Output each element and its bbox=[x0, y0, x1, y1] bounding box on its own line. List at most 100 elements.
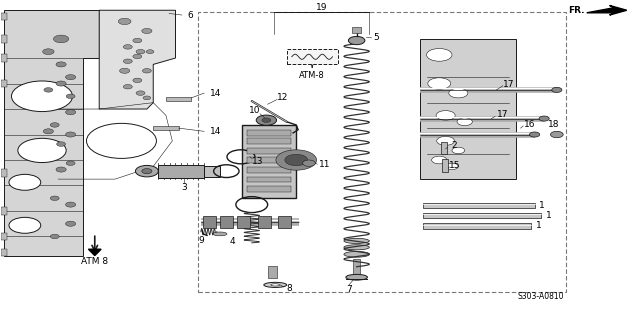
Circle shape bbox=[9, 217, 41, 233]
Circle shape bbox=[50, 234, 59, 239]
Circle shape bbox=[457, 118, 472, 125]
Ellipse shape bbox=[344, 252, 369, 257]
Bar bbox=[247, 138, 291, 144]
Circle shape bbox=[50, 123, 59, 127]
Bar bbox=[268, 266, 276, 278]
Circle shape bbox=[133, 54, 142, 59]
Circle shape bbox=[56, 167, 66, 172]
Bar bbox=[441, 141, 447, 154]
Circle shape bbox=[436, 111, 455, 120]
Text: 9: 9 bbox=[199, 236, 204, 245]
Circle shape bbox=[529, 132, 540, 137]
Circle shape bbox=[262, 118, 271, 123]
Text: ATM-8: ATM-8 bbox=[299, 71, 325, 80]
Circle shape bbox=[133, 78, 142, 83]
Bar bbox=[1, 249, 7, 256]
Bar bbox=[237, 216, 250, 228]
Circle shape bbox=[66, 202, 76, 207]
Text: 16: 16 bbox=[524, 120, 535, 129]
Text: 4: 4 bbox=[230, 237, 236, 246]
Ellipse shape bbox=[346, 274, 368, 280]
Bar bbox=[159, 165, 204, 178]
Circle shape bbox=[256, 115, 276, 125]
Circle shape bbox=[44, 88, 53, 92]
Circle shape bbox=[124, 84, 132, 89]
Text: 12: 12 bbox=[277, 93, 289, 102]
Bar bbox=[1, 233, 7, 240]
Circle shape bbox=[124, 45, 132, 49]
Text: 1: 1 bbox=[546, 211, 552, 220]
Bar bbox=[424, 203, 534, 208]
Ellipse shape bbox=[213, 232, 227, 236]
Circle shape bbox=[427, 49, 452, 61]
Ellipse shape bbox=[344, 238, 369, 244]
Ellipse shape bbox=[271, 284, 280, 286]
Circle shape bbox=[118, 18, 131, 25]
Circle shape bbox=[66, 110, 76, 115]
Text: 5: 5 bbox=[373, 33, 378, 42]
Polygon shape bbox=[587, 5, 627, 15]
Text: FR.: FR. bbox=[568, 6, 584, 15]
Circle shape bbox=[550, 131, 563, 138]
Bar bbox=[1, 207, 7, 215]
Circle shape bbox=[437, 136, 455, 145]
Circle shape bbox=[56, 62, 66, 67]
Bar bbox=[204, 166, 220, 177]
Circle shape bbox=[66, 75, 76, 80]
Circle shape bbox=[449, 88, 468, 98]
Text: 15: 15 bbox=[450, 161, 461, 170]
Circle shape bbox=[11, 81, 73, 112]
Circle shape bbox=[66, 221, 76, 226]
Circle shape bbox=[43, 129, 54, 134]
Bar bbox=[203, 216, 215, 228]
Text: S303-A0810: S303-A0810 bbox=[518, 292, 564, 301]
Text: 17: 17 bbox=[503, 80, 515, 89]
Bar bbox=[442, 159, 448, 172]
Text: 1: 1 bbox=[540, 201, 545, 210]
Bar bbox=[258, 216, 271, 228]
Text: 14: 14 bbox=[210, 127, 221, 136]
Text: 19: 19 bbox=[316, 3, 327, 12]
Circle shape bbox=[54, 35, 69, 43]
Circle shape bbox=[18, 138, 66, 163]
Circle shape bbox=[147, 50, 154, 53]
Bar bbox=[247, 167, 291, 173]
Circle shape bbox=[9, 174, 41, 190]
Circle shape bbox=[57, 142, 66, 146]
Bar bbox=[154, 126, 178, 130]
Bar bbox=[1, 169, 7, 177]
Circle shape bbox=[539, 116, 549, 121]
Circle shape bbox=[432, 156, 447, 164]
Text: 11: 11 bbox=[319, 160, 331, 169]
Bar bbox=[247, 130, 291, 136]
Bar bbox=[247, 157, 291, 163]
Bar bbox=[220, 216, 233, 228]
Circle shape bbox=[552, 87, 562, 92]
Text: 17: 17 bbox=[497, 110, 508, 119]
Circle shape bbox=[348, 36, 365, 45]
Text: 14: 14 bbox=[210, 89, 221, 98]
Circle shape bbox=[452, 147, 464, 154]
Circle shape bbox=[136, 91, 145, 95]
Ellipse shape bbox=[344, 245, 369, 250]
Circle shape bbox=[446, 163, 459, 170]
Circle shape bbox=[136, 165, 159, 177]
Text: 10: 10 bbox=[249, 106, 261, 115]
Circle shape bbox=[66, 132, 76, 137]
Bar bbox=[420, 39, 515, 179]
Circle shape bbox=[56, 81, 66, 86]
Bar bbox=[352, 27, 361, 33]
Circle shape bbox=[136, 50, 145, 54]
Bar bbox=[197, 12, 566, 292]
Bar bbox=[278, 216, 291, 228]
Polygon shape bbox=[4, 10, 99, 256]
Text: 2: 2 bbox=[451, 141, 457, 150]
Text: 7: 7 bbox=[346, 284, 352, 293]
Bar bbox=[353, 259, 361, 278]
Bar bbox=[1, 54, 7, 62]
Circle shape bbox=[276, 150, 317, 170]
Bar bbox=[287, 49, 338, 64]
Bar bbox=[1, 13, 7, 20]
Circle shape bbox=[143, 96, 151, 100]
Text: 13: 13 bbox=[252, 157, 264, 166]
